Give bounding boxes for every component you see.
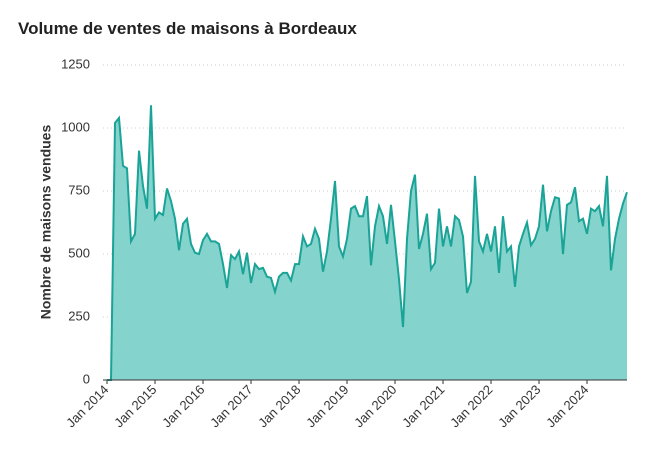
- x-tick-label: Jan 2014: [63, 382, 111, 430]
- x-tick-label: Jan 2024: [543, 382, 591, 430]
- x-tick-label: Jan 2022: [447, 382, 495, 430]
- line: [107, 105, 628, 381]
- x-tick-label: Jan 2019: [303, 382, 351, 430]
- y-axis-label: Nombre de maisons vendues: [38, 125, 54, 320]
- x-tick-label: Jan 2020: [351, 382, 399, 430]
- y-tick-label: 0: [83, 371, 90, 386]
- y-tick-label: 1000: [61, 119, 90, 134]
- x-tick-label: Jan 2015: [111, 382, 159, 430]
- x-tick-label: Jan 2017: [207, 382, 255, 430]
- y-tick-label: 1250: [61, 56, 90, 71]
- y-tick-label: 500: [68, 245, 90, 260]
- x-tick-label: Jan 2023: [495, 382, 543, 430]
- x-tick-label: Jan 2021: [399, 382, 447, 430]
- x-tick-label: Jan 2016: [159, 382, 207, 430]
- chart-title: Volume de ventes de maisons à Bordeaux: [18, 19, 357, 38]
- area: [107, 105, 627, 380]
- y-tick-label: 750: [68, 182, 90, 197]
- x-tick-label: Jan 2018: [255, 382, 303, 430]
- y-tick-label: 250: [68, 308, 90, 323]
